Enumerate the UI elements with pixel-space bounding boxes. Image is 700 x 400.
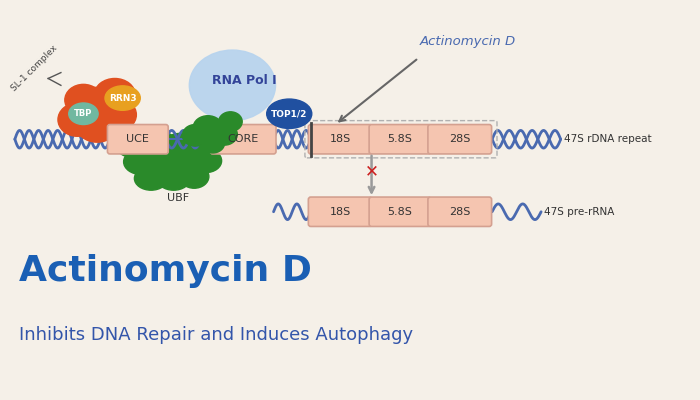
Text: 47S pre-rRNA: 47S pre-rRNA [544,207,615,217]
FancyBboxPatch shape [369,197,431,226]
Ellipse shape [105,86,140,110]
Ellipse shape [183,124,208,146]
Ellipse shape [76,107,119,142]
Ellipse shape [169,149,204,174]
Text: CORE: CORE [228,134,259,144]
Ellipse shape [71,87,115,122]
Ellipse shape [69,103,98,124]
Ellipse shape [163,133,198,157]
Ellipse shape [212,124,237,145]
Ellipse shape [65,84,102,116]
Text: TBP: TBP [74,109,92,118]
FancyBboxPatch shape [211,124,276,154]
Ellipse shape [58,103,97,136]
Text: ✕: ✕ [365,162,379,180]
Text: 5.8S: 5.8S [388,207,412,217]
Text: 47S rDNA repeat: 47S rDNA repeat [564,134,651,144]
FancyBboxPatch shape [108,124,168,154]
FancyBboxPatch shape [428,124,491,154]
Ellipse shape [146,147,181,172]
Text: 5.8S: 5.8S [388,134,412,144]
Ellipse shape [186,131,218,155]
Text: UBF: UBF [167,193,190,203]
Ellipse shape [116,132,153,158]
Ellipse shape [193,116,223,139]
Text: RRN3: RRN3 [108,94,136,102]
Ellipse shape [218,112,242,131]
Ellipse shape [189,50,276,121]
Text: Actinomycin D: Actinomycin D [19,254,311,288]
FancyBboxPatch shape [309,124,372,154]
FancyBboxPatch shape [428,197,491,226]
FancyBboxPatch shape [369,124,431,154]
Ellipse shape [124,149,159,174]
Ellipse shape [201,133,225,153]
Text: SL-1 complex: SL-1 complex [10,44,60,94]
Text: RNA Pol I: RNA Pol I [212,74,276,87]
Ellipse shape [139,130,176,156]
Text: 18S: 18S [330,207,351,217]
Ellipse shape [97,98,136,132]
Text: 28S: 28S [449,207,470,217]
Ellipse shape [157,167,190,190]
Text: 18S: 18S [330,134,351,144]
Text: TOP1/2: TOP1/2 [271,109,307,118]
Ellipse shape [94,78,135,112]
Ellipse shape [267,99,312,128]
Text: 28S: 28S [449,134,470,144]
Text: Inhibits DNA Repair and Induces Autophagy: Inhibits DNA Repair and Induces Autophag… [19,326,413,344]
Text: Actinomycin D: Actinomycin D [419,35,516,48]
Ellipse shape [190,149,222,172]
Ellipse shape [179,165,209,188]
Ellipse shape [134,167,168,190]
Text: UCE: UCE [127,134,149,144]
FancyBboxPatch shape [309,197,372,226]
